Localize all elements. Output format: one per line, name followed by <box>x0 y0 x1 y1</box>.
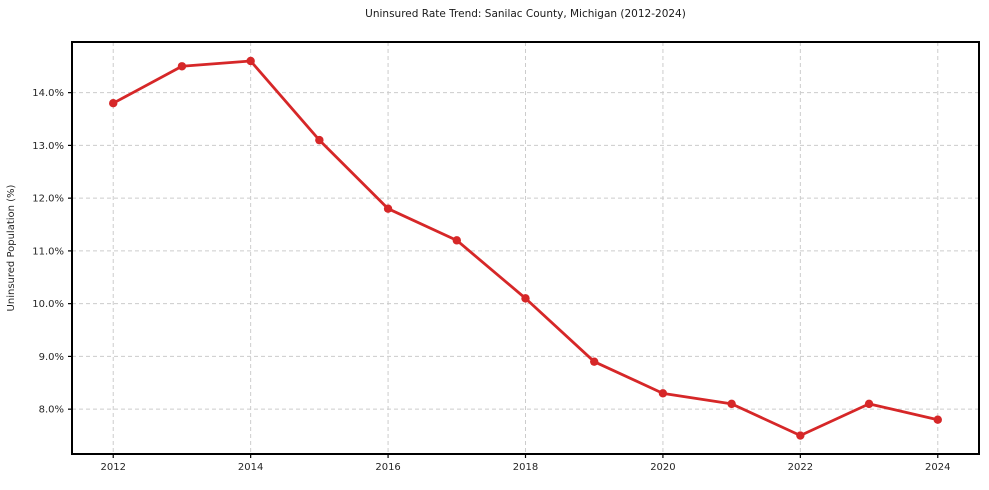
x-tick-label: 2020 <box>650 462 675 473</box>
plot-frame <box>71 41 980 455</box>
data-point-marker <box>452 236 461 245</box>
data-point-marker <box>590 357 599 366</box>
y-tick-label: 13.0% <box>32 141 64 152</box>
chart-title: Uninsured Rate Trend: Sanilac County, Mi… <box>365 8 686 20</box>
data-point-marker <box>246 56 255 66</box>
data-point-marker <box>796 431 805 440</box>
y-tick-label: 11.0% <box>32 246 64 257</box>
data-point-marker <box>109 98 118 108</box>
data-point-marker <box>521 294 530 303</box>
y-tick-label: 9.0% <box>39 352 64 363</box>
y-tick-label: 12.0% <box>32 194 64 205</box>
x-tick-label: 2018 <box>513 462 538 473</box>
data-point-marker <box>177 62 187 71</box>
data-point-marker <box>864 399 874 409</box>
x-tick-label: 2014 <box>238 462 263 473</box>
x-tick-label: 2012 <box>101 462 126 473</box>
y-tick-label: 8.0% <box>39 405 64 416</box>
x-tick-label: 2016 <box>375 462 400 473</box>
data-point-marker <box>315 135 324 145</box>
data-point-marker <box>933 415 942 424</box>
data-point-marker <box>727 399 736 409</box>
data-point-marker <box>383 204 393 213</box>
y-tick-label: 14.0% <box>32 88 64 99</box>
y-tick-label: 10.0% <box>32 299 64 310</box>
y-axis-label: Uninsured Population (%) <box>6 184 17 311</box>
x-tick-label: 2022 <box>788 462 813 473</box>
x-tick-label: 2024 <box>925 462 950 473</box>
data-point-marker <box>658 389 668 398</box>
